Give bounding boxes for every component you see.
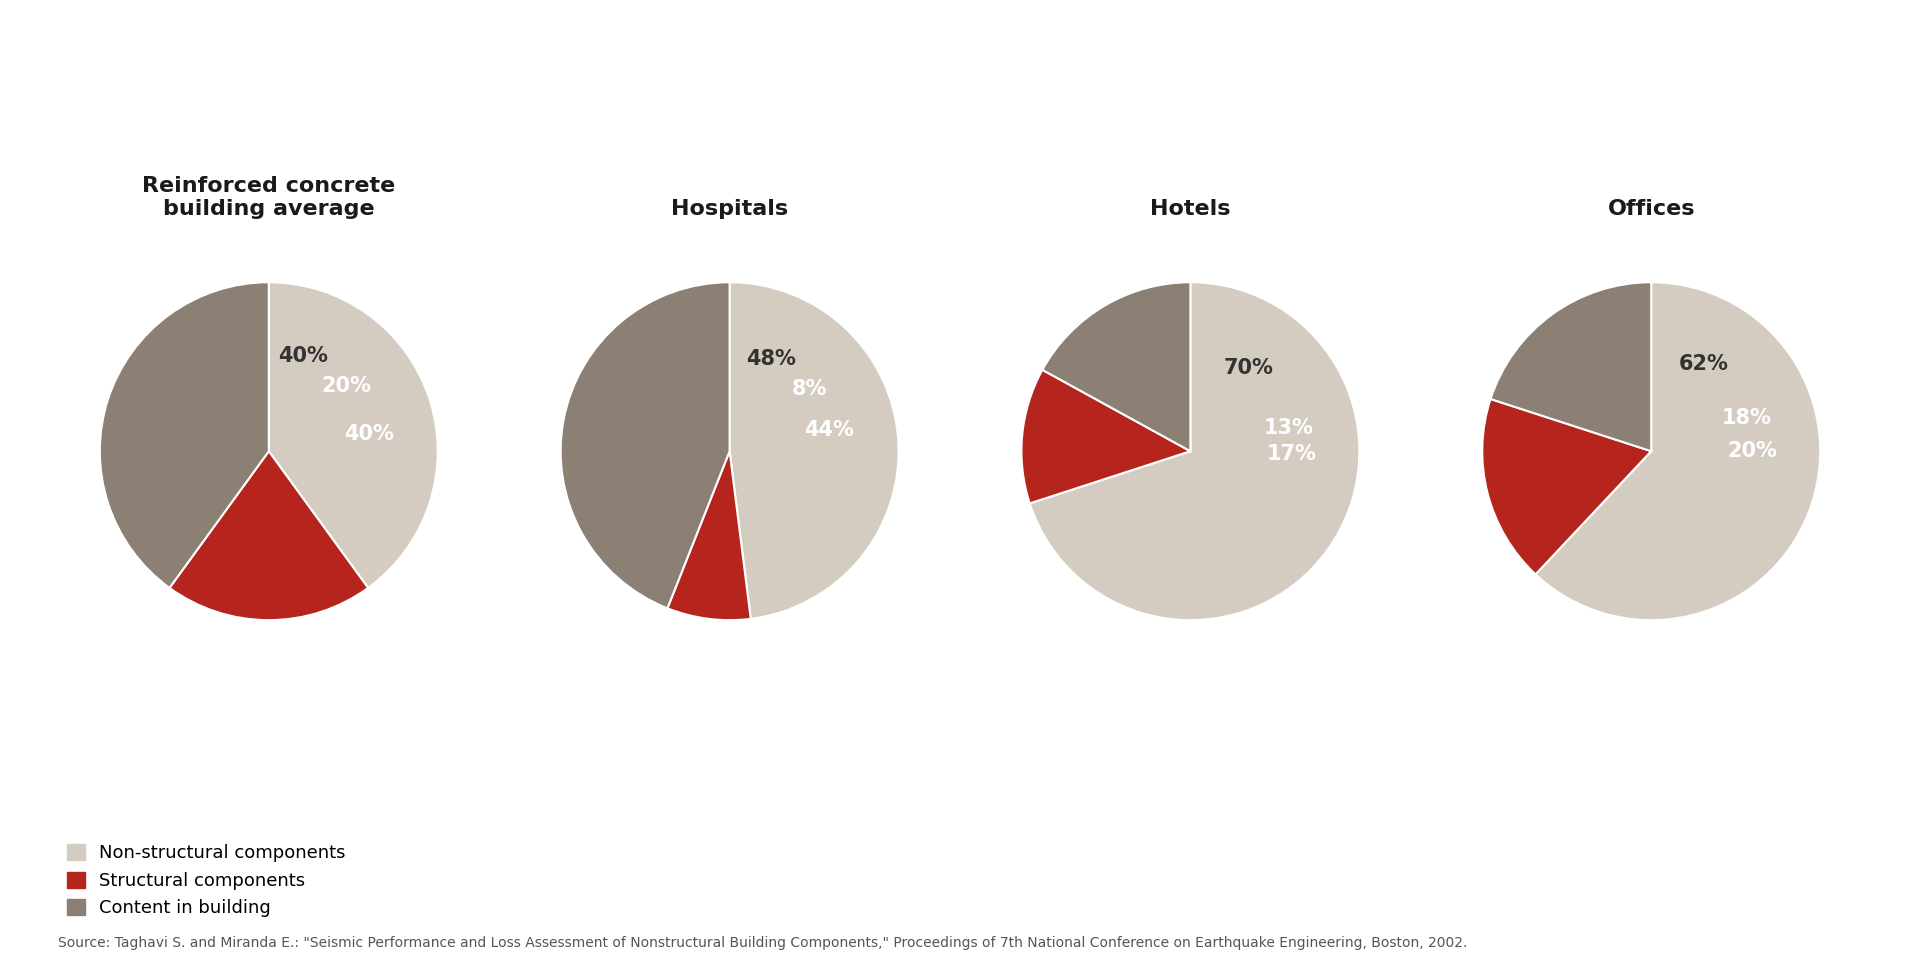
Wedge shape	[1043, 282, 1190, 451]
Title: Hotels: Hotels	[1150, 199, 1231, 219]
Legend: Non-structural components, Structural components, Content in building: Non-structural components, Structural co…	[67, 844, 346, 917]
Text: 8%: 8%	[791, 379, 828, 398]
Text: 13%: 13%	[1263, 418, 1313, 438]
Wedge shape	[730, 282, 899, 619]
Text: 62%: 62%	[1678, 354, 1728, 374]
Text: 20%: 20%	[321, 376, 371, 396]
Text: Source: Taghavi S. and Miranda E.: "Seismic Performance and Loss Assessment of N: Source: Taghavi S. and Miranda E.: "Seis…	[58, 936, 1467, 950]
Wedge shape	[668, 451, 751, 620]
Text: 20%: 20%	[1728, 442, 1778, 461]
Text: 44%: 44%	[804, 420, 854, 440]
Wedge shape	[1536, 282, 1820, 620]
Title: Hospitals: Hospitals	[670, 199, 789, 219]
Wedge shape	[1482, 399, 1651, 574]
Wedge shape	[1029, 282, 1359, 620]
Text: 48%: 48%	[745, 348, 795, 369]
Text: 18%: 18%	[1722, 408, 1772, 428]
Wedge shape	[1490, 282, 1651, 451]
Text: 70%: 70%	[1223, 358, 1273, 378]
Wedge shape	[561, 282, 730, 609]
Title: Offices: Offices	[1607, 199, 1695, 219]
Text: 40%: 40%	[344, 423, 394, 444]
Text: 17%: 17%	[1267, 444, 1317, 464]
Wedge shape	[100, 282, 269, 588]
Wedge shape	[269, 282, 438, 588]
Wedge shape	[169, 451, 369, 620]
Title: Reinforced concrete
building average: Reinforced concrete building average	[142, 176, 396, 219]
Text: 40%: 40%	[278, 346, 328, 366]
Wedge shape	[1021, 370, 1190, 503]
